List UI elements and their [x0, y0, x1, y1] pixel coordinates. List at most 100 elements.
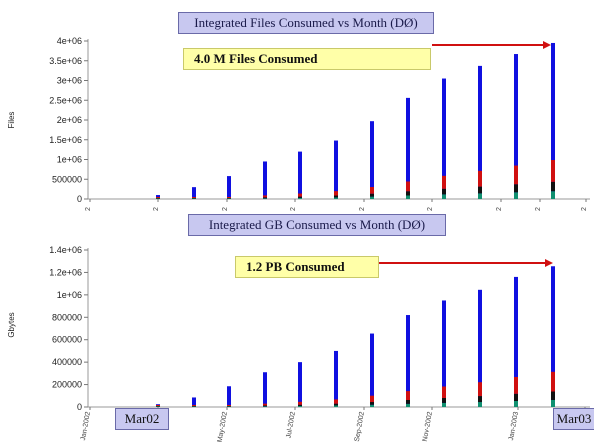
callout-arrow-head — [545, 259, 553, 267]
bar-segment-green — [192, 406, 196, 407]
bar-segment-green — [478, 193, 482, 199]
y-tick-label: 1.4e+06 — [49, 245, 82, 255]
files-consumed-callout: 4.0 M Files Consumed — [183, 48, 431, 70]
x-tick-label: 2 — [427, 207, 434, 211]
y-tick-label: 200000 — [52, 380, 82, 390]
bar-segment-black — [298, 404, 302, 406]
x-tick-label: Sep-2002 — [354, 411, 366, 442]
bar-segment-green — [406, 403, 410, 407]
bar-segment-black — [263, 197, 267, 199]
bar-segment-red — [551, 371, 555, 392]
bar-segment-green — [370, 196, 374, 199]
x-tick-label: May-2002 — [217, 411, 229, 443]
x-tick-label: 2 — [290, 207, 297, 211]
bar-segment-black — [478, 396, 482, 403]
y-tick-label: 600000 — [52, 335, 82, 345]
bar-segment-red — [227, 405, 231, 406]
bar — [192, 397, 196, 407]
bar-segment-red — [192, 197, 196, 198]
x-tick-label: Jul-2002 — [285, 411, 297, 439]
bar-segment-red — [551, 159, 555, 182]
x-tick-label: Jan-2002 — [80, 411, 92, 441]
callout-arrow-head — [543, 41, 551, 49]
x-tick-label: Jan-2003 — [508, 411, 520, 441]
bar — [406, 315, 410, 407]
files-chart: 0 500000 1e+06 1.5e+06 2e+06 2.5e+06 3e+06 3.5e… — [7, 36, 590, 211]
bar — [478, 289, 482, 407]
y-tick-label: 800000 — [52, 312, 82, 322]
bar — [551, 42, 555, 199]
bar-segment-black — [406, 191, 410, 196]
x-tick-label: 2 — [496, 207, 503, 211]
y-tick-label: 3.5e+06 — [49, 56, 82, 66]
bar-segment-green — [156, 198, 160, 199]
bar-segment-red — [156, 197, 160, 198]
bar — [514, 54, 518, 199]
y-tick-label: 500000 — [52, 174, 82, 184]
bar-segment-red — [406, 391, 410, 400]
bar-segment-black — [334, 403, 338, 406]
y-axis-label: Gbytes — [7, 312, 16, 337]
bar-segment-black — [442, 397, 446, 403]
bar-segment-black — [442, 188, 446, 195]
bar-segment-black — [551, 181, 555, 192]
bar — [263, 372, 267, 407]
bar-segment-red — [478, 382, 482, 397]
bar-segment-green — [514, 192, 518, 199]
bar-segment-red — [478, 170, 482, 187]
bar-segment-black — [551, 391, 555, 400]
y-tick-label: 0 — [77, 194, 82, 204]
bar-segment-red — [442, 175, 446, 189]
bar-segment-green — [263, 406, 267, 407]
bar-segment-red — [156, 405, 160, 406]
bar — [192, 187, 196, 199]
start-month-label: Mar02 — [115, 408, 169, 430]
y-tick-label: 1e+06 — [57, 155, 82, 165]
bar-segment-green — [514, 400, 518, 407]
bar — [442, 300, 446, 407]
bar-segment-green — [227, 406, 231, 407]
bar-segment-red — [370, 395, 374, 403]
bar-segment-red — [442, 386, 446, 398]
y-tick-label: 400000 — [52, 357, 82, 367]
x-tick-label: Nov-2002 — [422, 411, 434, 442]
x-tick-label: 2 — [535, 207, 542, 211]
bar-segment-red — [514, 165, 518, 185]
bar — [334, 350, 338, 407]
bar-segment-green — [478, 402, 482, 407]
x-tick-label: 2 — [153, 207, 160, 211]
x-tick-label: 2 — [85, 207, 92, 211]
y-tick-label: 1.2e+06 — [49, 267, 82, 277]
bar-segment-green — [442, 402, 446, 407]
bar — [551, 266, 555, 407]
bar-segment-red — [514, 376, 518, 394]
bar-segment-green — [442, 194, 446, 199]
y-tick-label: 2.5e+06 — [49, 95, 82, 105]
bar-segment-black — [406, 399, 410, 404]
bar-segment-red — [334, 191, 338, 196]
gbytes-chart: 0 200000 400000 600000 800000 1e+06 1.2e+06 1.4… — [7, 245, 590, 443]
bar — [334, 140, 338, 199]
bar-segment-red — [334, 399, 338, 404]
files-chart-title: Integrated Files Consumed vs Month (DØ) — [178, 12, 434, 34]
bar-segment-black — [192, 198, 196, 199]
y-tick-label: 2e+06 — [57, 115, 82, 125]
bar-segment-red — [263, 403, 267, 406]
bar-segment-red — [406, 181, 410, 192]
bar — [514, 276, 518, 407]
bar-segment-black — [227, 198, 231, 199]
bar — [298, 362, 302, 407]
bar-segment-red — [263, 195, 267, 198]
bar-segment-black — [298, 196, 302, 198]
bar-segment-green — [298, 197, 302, 199]
bar-segment-black — [263, 405, 267, 407]
bar-segment-green — [551, 399, 555, 407]
bar-segment-black — [514, 184, 518, 193]
bar-segment-green — [551, 191, 555, 199]
bar-segment-red — [227, 197, 231, 198]
bar-segment-black — [156, 406, 160, 407]
bar-segment-red — [298, 193, 302, 197]
bar-segment-red — [370, 187, 374, 194]
bar-segment-black — [334, 195, 338, 198]
y-tick-label: 0 — [77, 402, 82, 412]
